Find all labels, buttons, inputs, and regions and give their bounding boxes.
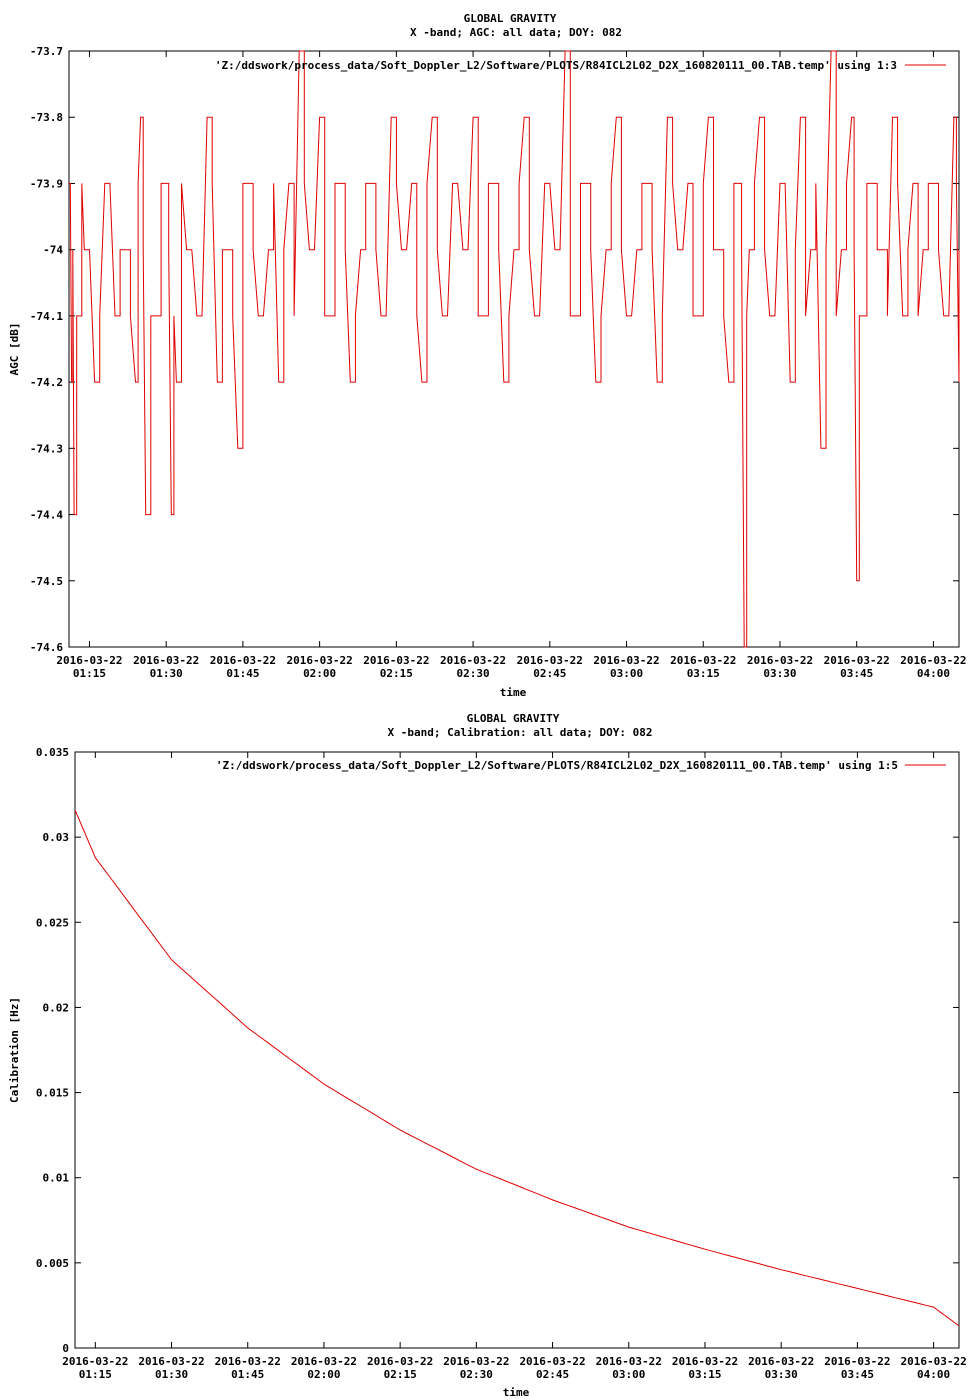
- calibration-y-tick-label: 0.01: [43, 1172, 70, 1185]
- agc-x-tick-time: 01:30: [150, 667, 183, 680]
- calibration-x-tick-time: 03:15: [688, 1368, 721, 1381]
- agc-x-tick-time: 01:45: [226, 667, 259, 680]
- agc-x-tick-time: 03:30: [763, 667, 796, 680]
- calibration-x-tick-date: 2016-03-22: [443, 1355, 509, 1368]
- calibration-y-tick-label: 0.025: [36, 916, 69, 929]
- agc-x-tick-date: 2016-03-22: [670, 654, 736, 667]
- agc-chart-subtitle: X -band; AGC: all data; DOY: 082: [410, 26, 622, 39]
- agc-x-tick-time: 02:45: [533, 667, 566, 680]
- calibration-x-tick-time: 03:45: [841, 1368, 874, 1381]
- agc-x-tick-date: 2016-03-22: [287, 654, 353, 667]
- agc-chart-title: GLOBAL GRAVITY: [464, 12, 557, 25]
- calibration-y-axis-label: Calibration [Hz]: [8, 997, 21, 1103]
- agc-x-tick-time: 04:00: [917, 667, 950, 680]
- agc-x-tick-time: 03:45: [840, 667, 873, 680]
- calibration-chart-subtitle: X -band; Calibration: all data; DOY: 082: [388, 726, 653, 739]
- calibration-x-tick-time: 01:45: [231, 1368, 264, 1381]
- calibration-x-tick-time: 02:45: [536, 1368, 569, 1381]
- calibration-x-tick-time: 02:30: [460, 1368, 493, 1381]
- agc-x-tick-date: 2016-03-22: [517, 654, 583, 667]
- agc-x-tick-date: 2016-03-22: [824, 654, 890, 667]
- calibration-x-ticks: 2016-03-2201:152016-03-2201:302016-03-22…: [62, 752, 967, 1381]
- agc-y-tick-label: -74.1: [30, 310, 63, 323]
- calibration-x-tick-time: 01:30: [155, 1368, 188, 1381]
- calibration-series-line: [74, 809, 960, 1327]
- agc-chart: GLOBAL GRAVITY X -band; AGC: all data; D…: [8, 12, 967, 699]
- calibration-x-tick-date: 2016-03-22: [596, 1355, 662, 1368]
- calibration-y-ticks: 0 0.005 0.01 0.015 0.02 0.025 0.03 0.035: [36, 746, 959, 1355]
- calibration-x-tick-date: 2016-03-22: [138, 1355, 204, 1368]
- agc-x-tick-time: 02:00: [303, 667, 336, 680]
- agc-x-tick-date: 2016-03-22: [363, 654, 429, 667]
- calibration-y-tick-label: 0.035: [36, 746, 69, 759]
- calibration-x-tick-date: 2016-03-22: [62, 1355, 128, 1368]
- calibration-y-tick-label: 0.03: [43, 831, 70, 844]
- agc-y-ticks: -73.7 -73.8 -73.9 -74 -74.1 -74.2 -74.3 -74.4 -7…: [30, 45, 959, 654]
- calibration-chart: GLOBAL GRAVITY X -band; Calibration: all…: [8, 712, 967, 1399]
- agc-x-tick-date: 2016-03-22: [900, 654, 966, 667]
- calibration-x-tick-date: 2016-03-22: [367, 1355, 433, 1368]
- agc-y-tick-label: -74.3: [30, 442, 63, 455]
- calibration-x-tick-time: 01:15: [79, 1368, 112, 1381]
- calibration-x-tick-date: 2016-03-22: [748, 1355, 814, 1368]
- agc-x-tick-date: 2016-03-22: [210, 654, 276, 667]
- agc-y-tick-label: -73.7: [30, 45, 63, 58]
- agc-y-tick-label: -73.8: [30, 111, 63, 124]
- agc-y-tick-label: -74.2: [30, 376, 63, 389]
- agc-x-tick-date: 2016-03-22: [440, 654, 506, 667]
- calibration-x-axis-label: time: [503, 1386, 530, 1399]
- calibration-y-tick-label: 0.005: [36, 1257, 69, 1270]
- calibration-y-tick-label: 0.015: [36, 1087, 69, 1100]
- agc-x-axis-label: time: [500, 686, 527, 699]
- calibration-x-tick-time: 03:00: [612, 1368, 645, 1381]
- calibration-y-tick-label: 0.02: [43, 1001, 70, 1014]
- calibration-x-tick-date: 2016-03-22: [672, 1355, 738, 1368]
- agc-y-tick-label: -74: [43, 244, 63, 257]
- agc-x-tick-time: 01:15: [73, 667, 106, 680]
- agc-y-tick-label: -74.4: [30, 509, 63, 522]
- agc-x-tick-time: 02:15: [380, 667, 413, 680]
- calibration-chart-title: GLOBAL GRAVITY: [467, 712, 560, 725]
- agc-x-tick-time: 03:00: [610, 667, 643, 680]
- agc-series-layer: [69, 50, 960, 648]
- calibration-x-tick-time: 02:15: [384, 1368, 417, 1381]
- calibration-legend-label: 'Z:/ddswork/process_data/Soft_Doppler_L2…: [216, 759, 898, 772]
- calibration-x-tick-time: 04:00: [917, 1368, 950, 1381]
- calibration-x-tick-time: 02:00: [307, 1368, 340, 1381]
- agc-x-tick-date: 2016-03-22: [56, 654, 122, 667]
- calibration-x-tick-date: 2016-03-22: [824, 1355, 890, 1368]
- agc-series-line: [69, 50, 960, 648]
- calibration-plot-frame: [74, 751, 960, 1349]
- agc-x-tick-time: 02:30: [457, 667, 490, 680]
- calibration-x-tick-date: 2016-03-22: [291, 1355, 357, 1368]
- calibration-x-tick-time: 03:30: [765, 1368, 798, 1381]
- agc-x-tick-date: 2016-03-22: [133, 654, 199, 667]
- calibration-x-tick-date: 2016-03-22: [215, 1355, 281, 1368]
- calibration-x-tick-date: 2016-03-22: [519, 1355, 585, 1368]
- agc-y-tick-label: -74.6: [30, 641, 63, 654]
- agc-x-tick-time: 03:15: [687, 667, 720, 680]
- calibration-y-tick-label: 0: [62, 1342, 69, 1355]
- calibration-x-tick-date: 2016-03-22: [900, 1355, 966, 1368]
- agc-x-tick-date: 2016-03-22: [593, 654, 659, 667]
- agc-y-axis-label: AGC [dB]: [8, 323, 21, 376]
- agc-legend-label: 'Z:/ddswork/process_data/Soft_Doppler_L2…: [215, 59, 897, 72]
- agc-x-ticks: 2016-03-2201:152016-03-2201:302016-03-22…: [56, 51, 967, 680]
- agc-x-tick-date: 2016-03-22: [747, 654, 813, 667]
- calibration-series-layer: [74, 809, 960, 1327]
- agc-y-tick-label: -74.5: [30, 575, 63, 588]
- agc-y-tick-label: -73.9: [30, 177, 63, 190]
